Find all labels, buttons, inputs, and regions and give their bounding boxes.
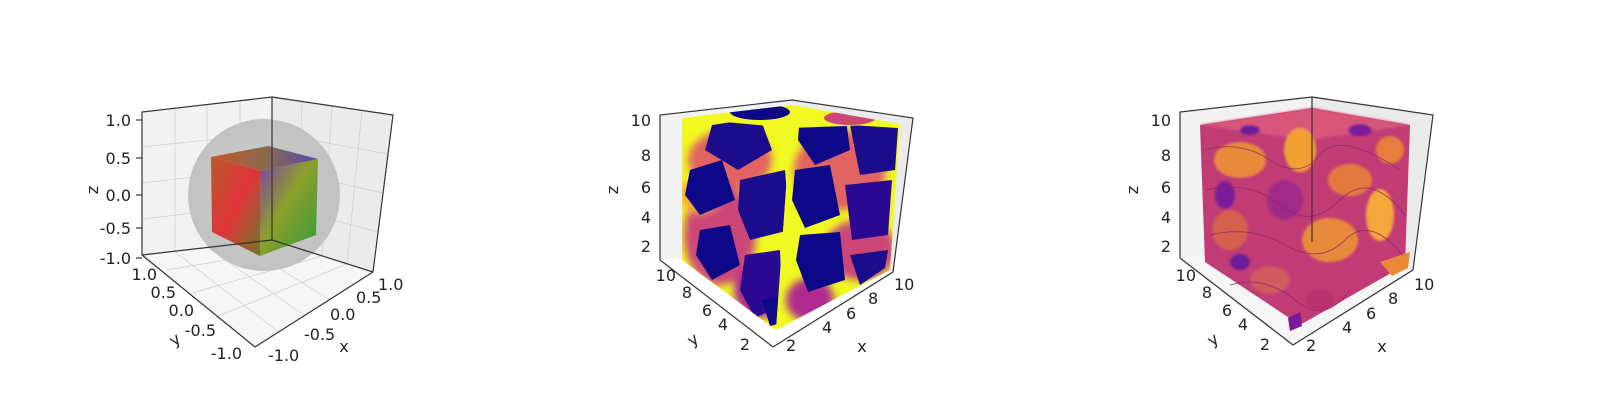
chart-2-low-value-blobs xyxy=(685,118,790,326)
chart-1-y-axis xyxy=(141,254,256,348)
chart-1-y-tick-label: 0.5 xyxy=(151,283,176,302)
chart-2-x-ticks: 2 4 6 8 10 xyxy=(786,275,914,355)
chart-3-x-tick-label: 6 xyxy=(1366,304,1376,323)
chart-2-z-tick-label: 6 xyxy=(641,178,651,197)
chart-1-y-tick-label: 1.0 xyxy=(132,265,157,284)
chart-3-y-tick-label: 8 xyxy=(1202,283,1212,302)
chart-3-x-axis-label: x xyxy=(1377,337,1386,356)
chart-3-isosurface xyxy=(1200,108,1410,331)
chart-3-x-ticks: 2 4 6 8 10 xyxy=(1306,275,1434,355)
chart-2-z-tick-label: 4 xyxy=(641,208,651,227)
chart-2-y-tick-label: 2 xyxy=(740,335,750,354)
chart-1-cube-top-face xyxy=(211,146,318,171)
chart-3-y-tick-label: 4 xyxy=(1238,315,1248,334)
chart-2-x-tick-label: 8 xyxy=(868,289,878,308)
chart-2-y-tick-label: 6 xyxy=(702,301,712,320)
chart-1-z-ticks: 1.0 0.5 0.0 -0.5 -1.0 xyxy=(100,111,142,268)
chart-1-x-tick-label: -0.5 xyxy=(304,325,335,344)
chart-1-x-ticks: -1.0 -0.5 0.0 0.5 1.0 xyxy=(268,275,403,365)
chart-3-z-tick-label: 4 xyxy=(1161,208,1171,227)
chart-3: 10 8 6 4 2 z 10 8 6 4 2 y 2 4 6 8 xyxy=(1123,96,1434,356)
chart-3-y-axis xyxy=(1179,257,1294,346)
chart-3-z-tick-label: 8 xyxy=(1161,146,1171,165)
chart-1-z-tick-label: 0.5 xyxy=(106,149,131,168)
chart-2-x-tick-label: 10 xyxy=(894,275,914,294)
chart-1-y-tick-label: -1.0 xyxy=(211,344,242,363)
chart-1-cube-right-face xyxy=(260,159,318,256)
chart-2-y-tick-label: 4 xyxy=(718,315,728,334)
chart-1-floor-pane xyxy=(142,240,373,347)
chart-2-y-axis xyxy=(659,259,774,348)
chart-3-y-tick-label: 10 xyxy=(1176,266,1196,285)
chart-2-x-tick-label: 2 xyxy=(786,336,796,355)
chart-2-z-tick-label: 2 xyxy=(641,237,651,256)
chart-1-x-tick-label: 1.0 xyxy=(378,275,403,294)
chart-2: 10 8 6 4 2 z 10 8 6 4 2 y 2 4 6 8 xyxy=(603,99,914,356)
chart-1-x-tick-label: 0.0 xyxy=(330,305,355,324)
chart-3-z-axis-label: z xyxy=(1123,186,1142,194)
chart-2-x-axis xyxy=(772,271,894,348)
chart-2-y-tick-label: 10 xyxy=(656,266,676,285)
chart-3-x-tick-label: 2 xyxy=(1306,336,1316,355)
chart-2-z-ticks: 10 8 6 4 2 xyxy=(631,111,651,256)
chart-1-z-tick-label: 1.0 xyxy=(106,111,131,130)
chart-1-y-ticks: 1.0 0.5 0.0 -0.5 -1.0 xyxy=(132,265,242,363)
chart-2-x-tick-label: 4 xyxy=(822,318,832,337)
chart-3-z-tick-label: 2 xyxy=(1161,237,1171,256)
chart-1-x-axis-label: x xyxy=(339,337,348,356)
chart-1-x-tick-label: 0.5 xyxy=(356,288,381,307)
chart-3-z-tick-label: 6 xyxy=(1161,178,1171,197)
chart-1-z-tick-label: -0.5 xyxy=(100,219,131,238)
chart-1-floor-back-left xyxy=(141,239,273,256)
chart-3-z-tick-label: 10 xyxy=(1151,111,1171,130)
chart-3-y-tick-label: 6 xyxy=(1222,301,1232,320)
chart-1-floor-back-right xyxy=(271,239,374,273)
chart-2-z-tick-label: 10 xyxy=(631,111,651,130)
chart-2-volume-right-face xyxy=(776,105,900,330)
chart-1-z-axis-label: z xyxy=(83,186,102,194)
chart-1-y-axis-label: y xyxy=(166,329,185,350)
chart-2-y-ticks: 10 8 6 4 2 xyxy=(656,266,750,354)
chart-1-x-axis xyxy=(254,271,374,348)
chart-1-y-tick-label: -0.5 xyxy=(185,321,216,340)
chart-1: 1.0 0.5 0.0 -0.5 -1.0 z 1.0 0.5 0.0 -0.5… xyxy=(83,96,403,365)
chart-1-z-tick-label: -1.0 xyxy=(100,249,131,268)
chart-3-y-ticks: 10 8 6 4 2 xyxy=(1176,266,1270,354)
chart-2-volume-left-face xyxy=(682,105,792,330)
chart-3-x-tick-label: 10 xyxy=(1414,275,1434,294)
chart-1-x-tick-label: -1.0 xyxy=(268,346,299,365)
chart-2-x-tick-label: 6 xyxy=(846,304,856,323)
chart-3-isolated-blob xyxy=(1288,312,1302,331)
chart-3-x-axis xyxy=(1292,269,1414,346)
chart-3-x-tick-label: 8 xyxy=(1388,289,1398,308)
chart-2-y-axis-label: y xyxy=(684,329,703,350)
chart-2-axis-frame xyxy=(659,99,914,273)
chart-2-x-axis-label: x xyxy=(857,337,866,356)
chart-2-z-axis-label: z xyxy=(603,186,622,194)
chart-1-y-tick-label: 0.0 xyxy=(169,301,194,320)
chart-2-z-tick-label: 8 xyxy=(641,146,651,165)
chart-1-z-tick-label: 0.0 xyxy=(106,186,131,205)
chart-3-z-ticks: 10 8 6 4 2 xyxy=(1151,111,1171,256)
chart-2-y-tick-label: 8 xyxy=(682,283,692,302)
chart-3-y-axis-label: y xyxy=(1204,329,1223,350)
chart-1-cube-left-face xyxy=(211,157,261,256)
chart-3-x-tick-label: 4 xyxy=(1342,318,1352,337)
chart-3-y-tick-label: 2 xyxy=(1260,335,1270,354)
